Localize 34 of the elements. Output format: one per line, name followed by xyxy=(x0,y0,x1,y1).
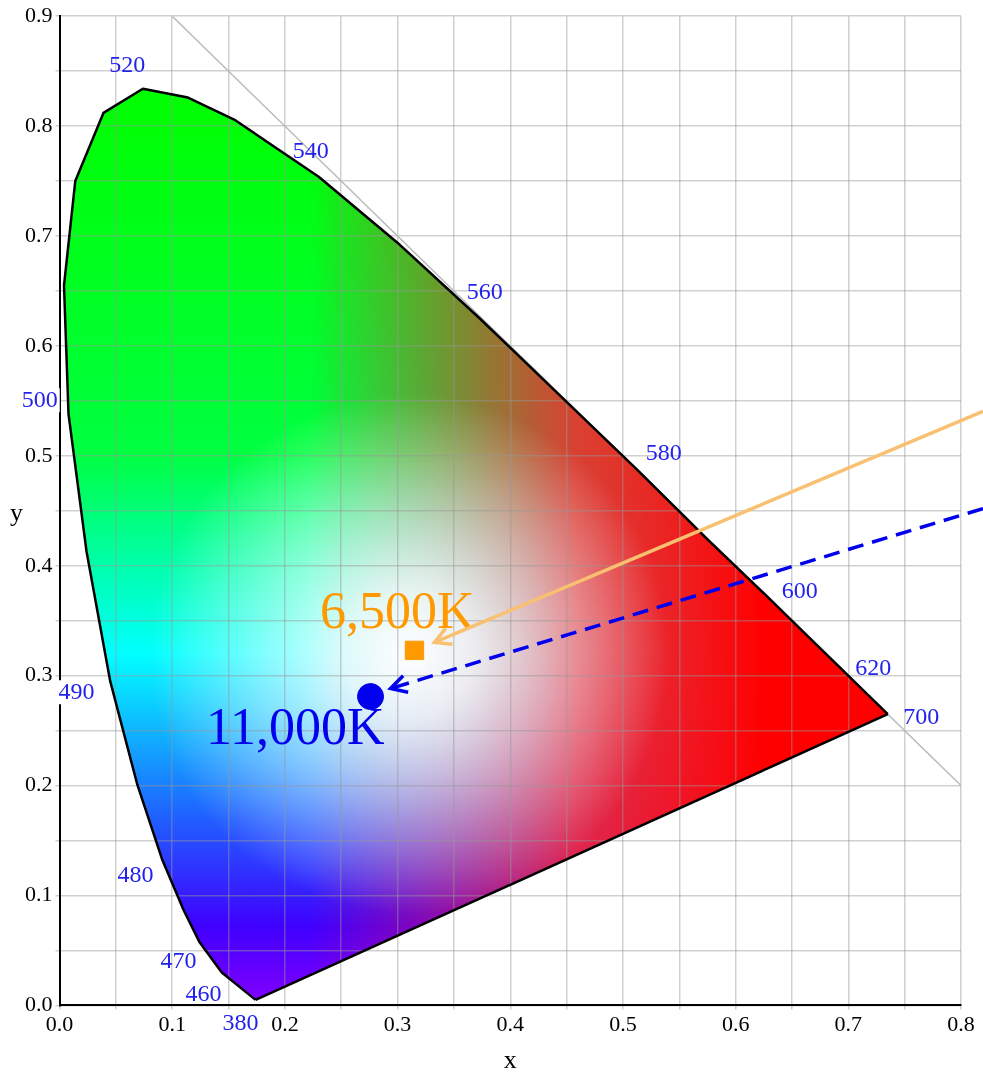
y-tick-label: 0.8 xyxy=(25,111,53,137)
annotation: 700 xyxy=(903,703,940,730)
x-tick-label: 0.1 xyxy=(158,1011,186,1037)
annotation: 460 xyxy=(185,979,222,1006)
y-axis-title: y xyxy=(10,497,23,527)
x-axis-title: x xyxy=(503,1045,517,1075)
annotation: 620 xyxy=(855,653,892,680)
annotation: 520 xyxy=(109,50,146,77)
x-tick-label: 0.5 xyxy=(609,1011,637,1037)
annotation: 490 xyxy=(58,677,95,704)
x-tick-label: 0.6 xyxy=(721,1011,750,1037)
annotation: 480 xyxy=(117,860,154,887)
annotation: 540 xyxy=(292,136,329,163)
y-tick-label: 0.5 xyxy=(25,441,53,467)
x-tick-label: 0.8 xyxy=(947,1011,975,1037)
annotation: 600 xyxy=(781,577,818,604)
x-tick-label: 0.2 xyxy=(271,1011,299,1037)
y-tick-label: 0.2 xyxy=(25,771,53,797)
x-tick-label: 0.4 xyxy=(496,1011,524,1037)
series-label: 11,000K xyxy=(205,698,385,756)
y-tick-label: 0.9 xyxy=(25,1,53,27)
annotation: 560 xyxy=(466,278,503,305)
annotation: 470 xyxy=(160,947,197,974)
x-tick-label: 0.3 xyxy=(383,1011,412,1037)
y-tick-label: 0.7 xyxy=(25,221,53,247)
annotation: 500 xyxy=(21,385,58,412)
annotation: 380 xyxy=(222,1008,259,1035)
x-tick-label: 0.7 xyxy=(834,1011,863,1037)
annotation: 580 xyxy=(645,438,682,465)
y-tick-label: 0.6 xyxy=(25,331,53,357)
series-label: 6,500K xyxy=(319,582,475,640)
y-tick-label: 0.3 xyxy=(25,661,53,687)
y-tick-label: 0.1 xyxy=(25,881,53,907)
y-tick-label: 0.4 xyxy=(25,551,53,577)
